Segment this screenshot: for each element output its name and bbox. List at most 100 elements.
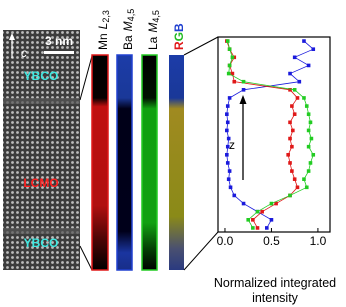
profile-point [246, 218, 251, 222]
profile-point [225, 39, 230, 43]
profile-point [225, 144, 230, 149]
connector [183, 231, 219, 271]
profile-point [302, 177, 306, 181]
profile-point [292, 55, 297, 60]
profile-point [226, 71, 231, 76]
edge: M [121, 21, 135, 31]
profile-point [241, 201, 246, 206]
element: Ba [121, 35, 135, 50]
profile-point [304, 104, 309, 108]
profile-point [290, 144, 294, 149]
element: La [146, 36, 160, 50]
profile-point [225, 153, 229, 157]
profile-point [264, 226, 269, 230]
profile-point [292, 177, 297, 181]
profile-point [306, 63, 311, 68]
element: Mn [96, 33, 110, 50]
edge: M [146, 23, 160, 33]
map-title: Ba M4,5 [121, 9, 136, 50]
profile-point [232, 55, 237, 60]
profile-point [288, 71, 292, 76]
profile-point [288, 120, 292, 125]
scale-bar [44, 51, 74, 54]
rgb-letter: R [172, 41, 186, 50]
profile-point [251, 218, 255, 222]
interface [3, 98, 80, 104]
c-arrow-head [9, 33, 15, 40]
profile-point [225, 112, 229, 116]
profile-point [232, 79, 237, 84]
profile-point [306, 144, 311, 149]
map-title: La M4,5 [146, 10, 161, 50]
profile-point [311, 153, 316, 157]
profile-point [226, 177, 231, 181]
rgb-letter: G [172, 32, 186, 41]
edge-sub: 2,3 [101, 10, 111, 23]
profile-point [309, 136, 314, 141]
profile-point [225, 104, 230, 108]
profile-point [227, 96, 232, 100]
y-axis-label: z [229, 138, 235, 152]
profile-line [226, 40, 315, 229]
la-map [141, 54, 158, 271]
x-tick-label: 0.5 [263, 234, 280, 248]
profile-point [227, 63, 232, 68]
profile-point [308, 161, 313, 165]
profile-point [260, 209, 264, 214]
profile-point [297, 79, 302, 84]
profile-point [302, 96, 306, 100]
edge-sub: 4,5 [126, 9, 136, 22]
profile-point [274, 201, 278, 206]
profile-point [230, 71, 235, 76]
profile-point [288, 161, 292, 165]
profile-point [269, 218, 274, 222]
profile-point [225, 161, 230, 165]
profile-point [255, 209, 260, 214]
c-label: c [21, 46, 27, 60]
profile-point [225, 128, 229, 133]
map-title: Mn L2,3 [96, 10, 111, 50]
profile-point [295, 185, 300, 190]
profile-point [292, 88, 297, 92]
scale-label: 3 nm [45, 34, 73, 48]
connector [79, 245, 93, 271]
ba-map [116, 54, 133, 271]
rgb-map [169, 55, 184, 270]
edge-sub: 4,5 [151, 10, 161, 23]
profile-point [269, 201, 274, 206]
profile-point [288, 88, 292, 92]
profile-point [251, 226, 255, 230]
profile-point [241, 88, 246, 92]
edge: L [96, 23, 110, 30]
profile-point [290, 104, 294, 108]
profile-point [227, 47, 232, 51]
profile-point [241, 79, 246, 84]
x-tick-label: 0.0 [217, 234, 234, 248]
profile-point [306, 112, 311, 116]
profile-point [230, 55, 235, 60]
profile-point [304, 185, 309, 190]
profile-point [286, 153, 290, 157]
mn-map [91, 54, 109, 271]
profile-point [226, 136, 231, 141]
profile-point [232, 193, 237, 198]
profile-point [292, 112, 297, 116]
plot-frame [217, 36, 331, 233]
rgb-letter: B [172, 23, 186, 32]
x-tick-label: 1.0 [310, 234, 327, 248]
x-axis-label: Normalized integrated intensity [213, 276, 337, 305]
profile-point [311, 47, 316, 51]
profile-line [226, 40, 298, 229]
profile-point [306, 169, 311, 173]
profile-point [255, 226, 260, 230]
layer-label: LCMO [23, 176, 58, 190]
profile-point [227, 169, 232, 173]
profile-point [225, 120, 230, 125]
rgb-title: RGB [172, 23, 186, 50]
profile-point [306, 128, 311, 133]
profile-point [288, 193, 292, 198]
profile-point [228, 185, 233, 190]
profile-point [290, 169, 294, 173]
profile-point [295, 96, 300, 100]
